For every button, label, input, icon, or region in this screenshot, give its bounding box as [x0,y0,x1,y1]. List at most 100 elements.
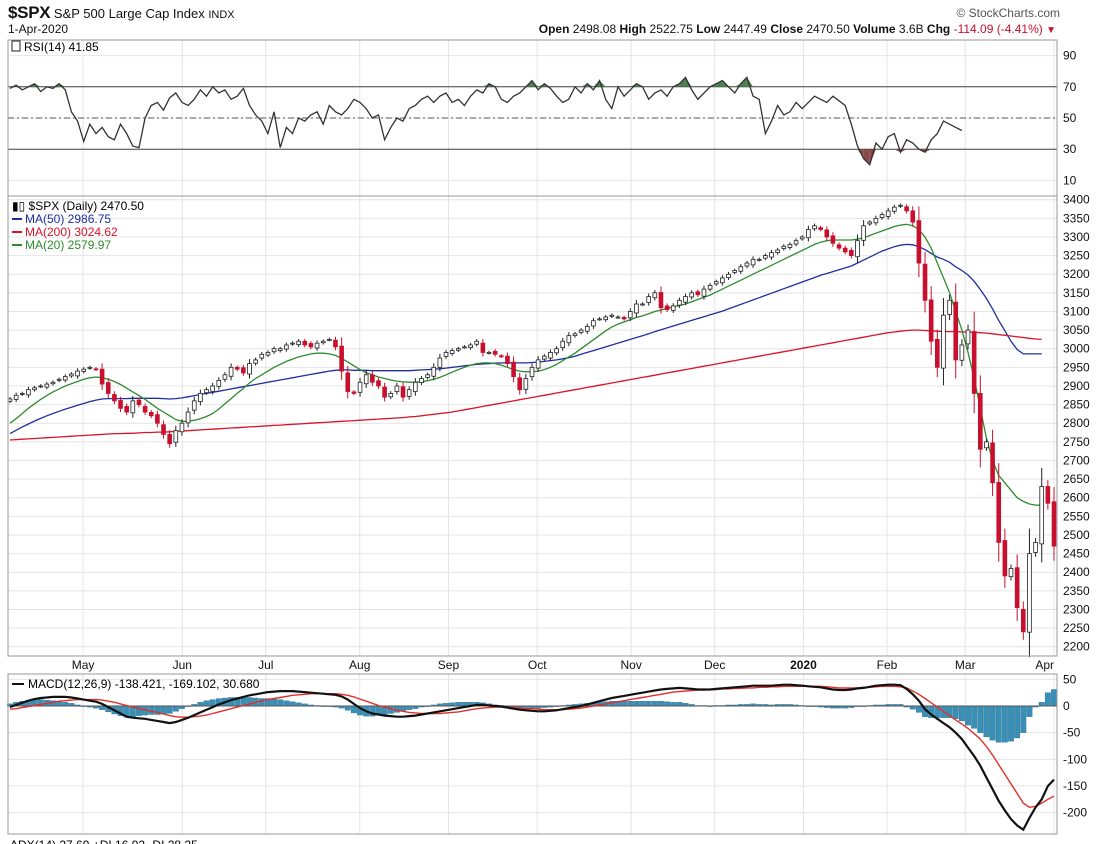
candle-body [1008,568,1014,578]
candle-body [781,245,787,249]
candle-body [320,340,326,344]
price-y-tick: 2250 [1063,621,1090,635]
candle-body [498,355,504,358]
macd-histogram-bar [676,702,683,707]
candle-body [75,370,80,377]
candle-body [726,273,731,278]
candle-body [241,367,246,374]
candle-body [167,433,172,445]
candle-body [677,299,682,306]
ma-legend-label: MA(200) 3024.62 [25,225,118,239]
chg-label: Chg [926,22,951,36]
candle-body [554,348,559,354]
macd-y-tick: 50 [1063,672,1077,686]
candle-body [222,374,228,380]
candle-body [118,400,123,409]
candle-body [824,229,830,238]
price-y-tick: 2600 [1063,491,1090,505]
candle-body [830,235,836,244]
candle-body [382,386,387,398]
candle-body [314,342,320,349]
candle-body [584,325,590,332]
candle-body [277,348,283,351]
candle-body [136,399,142,405]
macd-histogram-bar [664,701,671,707]
candle-body [750,258,756,266]
macd-histogram-bar [658,701,664,707]
rsi-overbought-fill [746,77,754,87]
candle-body [351,391,357,394]
x-axis-label: 2020 [790,658,817,672]
price-panel-frame [7,195,1058,657]
candle-body [376,380,381,387]
candle-body [93,368,99,371]
candle-body [861,225,866,241]
close-label: Close [770,22,804,36]
candle-body [210,385,215,392]
candle-body [597,318,602,321]
macd-histogram-bar [283,700,290,707]
candle-body [720,277,725,284]
candle-body [732,270,737,273]
rsi-y-tick: 70 [1063,80,1077,94]
brand-watermark[interactable]: © StockCharts.com [956,6,1060,20]
close-value: 2470.50 [806,22,850,36]
volume-value: 3.6B [898,22,924,36]
candle-body [787,244,793,248]
candle-body [7,398,13,402]
macd-y-tick: -100 [1063,752,1087,766]
price-y-tick: 3050 [1063,323,1090,337]
candle-body [259,353,265,359]
candle-body [13,394,19,400]
candle-body [738,266,744,272]
candle-body [62,376,68,381]
candle-body [640,303,645,306]
candle-body [234,366,240,370]
macd-histogram-bar [406,705,413,710]
candle-body [818,227,823,230]
macd-histogram-bar [633,701,640,707]
candle-body [904,206,909,212]
candle-body [413,381,418,392]
candle-body [603,316,608,321]
ohlc-readout: Open 2498.08 High 2522.75 Low 2447.49 Cl… [539,22,1056,36]
macd-histogram-bar [56,701,63,707]
candle-body [394,385,400,392]
candle-body [560,340,566,348]
candle-body [670,305,676,311]
price-y-tick: 3000 [1063,342,1090,356]
candle-body [535,359,541,369]
candle-body [793,240,799,245]
candle-body [941,314,946,369]
candle-body [419,378,424,384]
ma-line-ma50 [9,243,1042,435]
price-y-tick: 3150 [1063,286,1090,300]
candle-body [713,281,719,285]
candle-body [935,339,940,368]
candle-body [523,378,529,390]
candle-body [1033,541,1038,553]
macd-histogram-bar [289,701,296,707]
price-y-tick: 3350 [1063,211,1090,225]
macd-histogram-bar [1020,705,1027,733]
candle-body [406,389,412,397]
candle-body [44,383,50,388]
candle-body [959,344,965,361]
candle-body [161,424,166,435]
symbol-description: S&P 500 Large Cap Index [53,6,205,21]
x-axis-label: May [72,658,95,672]
macd-histogram-bar [627,701,634,707]
x-axis-label: Oct [528,658,547,672]
candle-body [480,342,486,353]
candle-body [265,352,271,356]
candle-body [885,210,891,217]
candle-body [517,377,523,391]
candle-body [474,340,480,345]
candle-body [50,381,56,385]
macd-histogram-bar [350,705,357,714]
macd-histogram-bar [645,701,652,707]
candle-body [775,249,780,254]
macd-histogram-bar [1038,702,1045,707]
macd-y-tick: 0 [1063,699,1070,713]
